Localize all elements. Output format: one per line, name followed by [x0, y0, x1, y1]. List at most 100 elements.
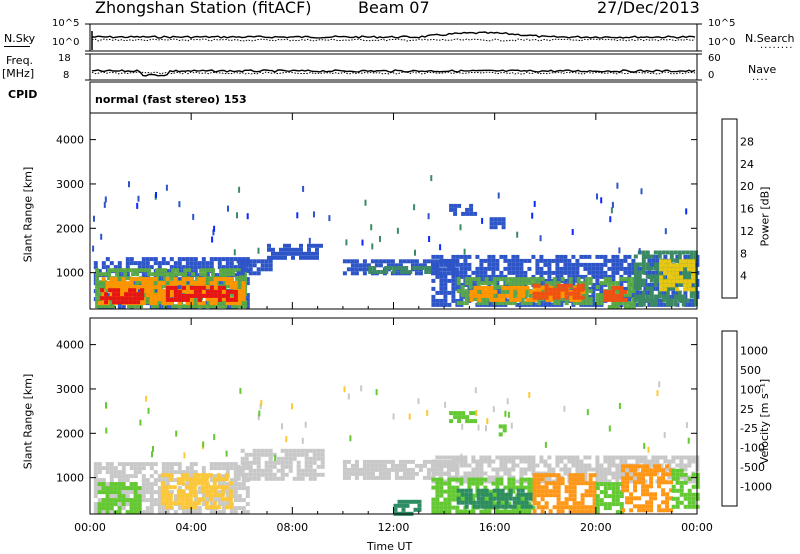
heatmap-cell	[677, 282, 682, 287]
heatmap-cell	[201, 281, 206, 286]
heatmap-cell	[422, 463, 427, 468]
heatmap-cell	[633, 484, 638, 489]
heatmap-cell	[145, 277, 150, 282]
heatmap-cell	[463, 262, 468, 267]
heatmap-cell	[168, 501, 173, 506]
heatmap-cell	[675, 496, 680, 501]
heatmap-cell	[489, 221, 494, 226]
heatmap-cell	[580, 281, 585, 286]
heatmap-cell	[587, 294, 592, 299]
heatmap-cell	[623, 258, 628, 263]
nsky-line	[91, 31, 696, 39]
heatmap-cell	[435, 302, 440, 307]
heatmap-cell	[531, 463, 536, 468]
heatmap-cell	[181, 470, 186, 475]
heatmap-cell	[181, 265, 186, 270]
freq-unit: [MHz]	[2, 67, 35, 80]
heatmap-cell	[693, 298, 698, 303]
heatmap-cell	[304, 460, 309, 465]
heatmap-cell	[679, 488, 684, 493]
heatmap-cell	[113, 277, 118, 282]
heatmap-dot	[618, 403, 621, 409]
heatmap-cell	[141, 285, 146, 290]
heatmap-cell	[117, 506, 122, 511]
heatmap-cell	[657, 294, 662, 299]
heatmap-cell	[524, 492, 529, 497]
heatmap-cell	[591, 270, 596, 275]
heatmap-cell	[196, 497, 201, 502]
heatmap-cell	[434, 259, 439, 264]
heatmap-cell	[657, 464, 662, 469]
heatmap-cell	[584, 481, 589, 486]
heatmap-dot	[528, 391, 531, 398]
heatmap-cell	[657, 250, 662, 255]
heatmap-cell	[671, 263, 676, 268]
heatmap-cell	[99, 292, 104, 297]
heatmap-cell	[197, 490, 202, 495]
heatmap-cell	[460, 293, 465, 298]
heatmap-cell	[488, 500, 493, 505]
heatmap-cell	[528, 301, 533, 306]
heatmap-cell	[633, 472, 638, 477]
heatmap-cell	[492, 488, 497, 493]
heatmap-cell	[540, 485, 545, 490]
heatmap-cell	[183, 304, 188, 309]
heatmap-cell	[358, 263, 363, 268]
heatmap-cell	[663, 259, 668, 264]
heatmap-cell	[591, 286, 596, 291]
heatmap-cell	[669, 508, 674, 513]
heatmap-cell	[483, 258, 488, 263]
heatmap-cell	[547, 274, 552, 279]
heatmap-cell	[687, 459, 692, 464]
heatmap-cell	[619, 277, 624, 282]
heatmap-cell	[320, 464, 325, 469]
heatmap-cell	[157, 289, 162, 294]
heatmap-cell	[451, 254, 456, 259]
heatmap-cell	[147, 268, 152, 273]
heatmap-cell	[225, 301, 230, 306]
heatmap-cell	[435, 481, 440, 486]
heatmap-cell	[503, 463, 508, 468]
heatmap-cell	[164, 505, 169, 510]
heatmap-cell	[350, 271, 355, 276]
heatmap-cell	[611, 459, 616, 464]
heatmap-cell	[447, 489, 452, 494]
heatmap-cell	[275, 255, 279, 260]
heatmap-cell	[559, 467, 564, 472]
heatmap-cell	[366, 263, 371, 268]
heatmap-cell	[459, 509, 464, 514]
heatmap-cell	[209, 289, 214, 294]
heatmap-cell	[483, 274, 488, 279]
heatmap-cell	[228, 505, 233, 510]
heatmap-cell	[695, 476, 700, 481]
heatmap-cell	[657, 480, 662, 485]
heatmap-cell	[496, 496, 501, 501]
heatmap-cell	[675, 476, 680, 481]
heatmap-cell	[243, 300, 248, 305]
heatmap-cell	[221, 297, 226, 302]
heatmap-cell	[456, 500, 461, 505]
heatmap-cell	[649, 278, 654, 283]
heatmap-dot	[428, 236, 431, 242]
heatmap-cell	[145, 293, 150, 298]
heatmap-cell	[410, 263, 415, 268]
heatmap-cell	[129, 482, 134, 487]
heatmap-cell	[611, 285, 616, 290]
heatmap-cell	[575, 262, 580, 267]
heatmap-cell	[221, 289, 226, 294]
heatmap-cell	[157, 285, 162, 290]
heatmap-cell	[509, 285, 514, 290]
heatmap-cell	[346, 471, 351, 476]
heatmap-cell	[307, 255, 311, 260]
heatmap-cell	[629, 476, 634, 481]
heatmap-cell	[221, 502, 226, 507]
heatmap-cell	[157, 261, 162, 266]
heatmap-cell	[685, 298, 690, 303]
heatmap-cell	[475, 467, 480, 472]
heatmap-cell	[491, 270, 496, 275]
heatmap-cell	[104, 292, 109, 297]
heatmap-cell	[459, 463, 464, 468]
heatmap-cell	[188, 493, 193, 498]
heatmap-cell	[627, 254, 632, 259]
heatmap-cell	[173, 498, 178, 503]
